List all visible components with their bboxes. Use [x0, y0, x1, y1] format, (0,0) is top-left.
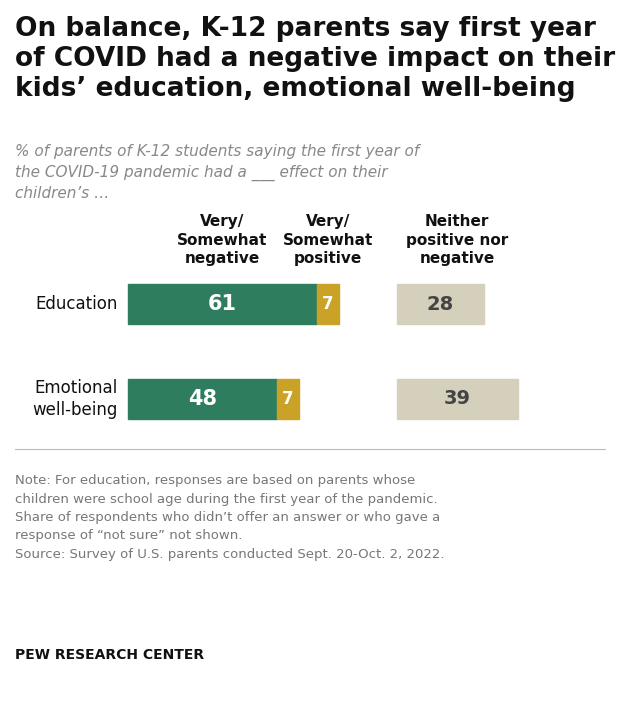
- Text: 28: 28: [427, 294, 454, 313]
- Text: Very/
Somewhat
negative: Very/ Somewhat negative: [177, 214, 268, 266]
- Text: % of parents of K-12 students saying the first year of
the COVID-19 pandemic had: % of parents of K-12 students saying the…: [15, 144, 419, 201]
- Text: 7: 7: [322, 295, 334, 313]
- Bar: [397, 379, 518, 419]
- Bar: [317, 284, 339, 324]
- Text: PEW RESEARCH CENTER: PEW RESEARCH CENTER: [15, 648, 204, 662]
- Text: 61: 61: [208, 294, 237, 314]
- Bar: [277, 379, 298, 419]
- Bar: [397, 284, 484, 324]
- Text: Note: For education, responses are based on parents whose
children were school a: Note: For education, responses are based…: [15, 474, 445, 561]
- Text: 48: 48: [188, 389, 217, 409]
- Text: Emotional
well-being: Emotional well-being: [33, 379, 118, 419]
- Text: On balance, K-12 parents say first year
of COVID had a negative impact on their
: On balance, K-12 parents say first year …: [15, 16, 615, 102]
- Bar: [128, 284, 317, 324]
- Bar: [128, 379, 277, 419]
- Text: Neither
positive nor
negative: Neither positive nor negative: [406, 214, 508, 266]
- Text: 39: 39: [444, 390, 471, 408]
- Text: Education: Education: [35, 295, 118, 313]
- Text: 7: 7: [282, 390, 293, 408]
- Text: Very/
Somewhat
positive: Very/ Somewhat positive: [283, 214, 373, 266]
